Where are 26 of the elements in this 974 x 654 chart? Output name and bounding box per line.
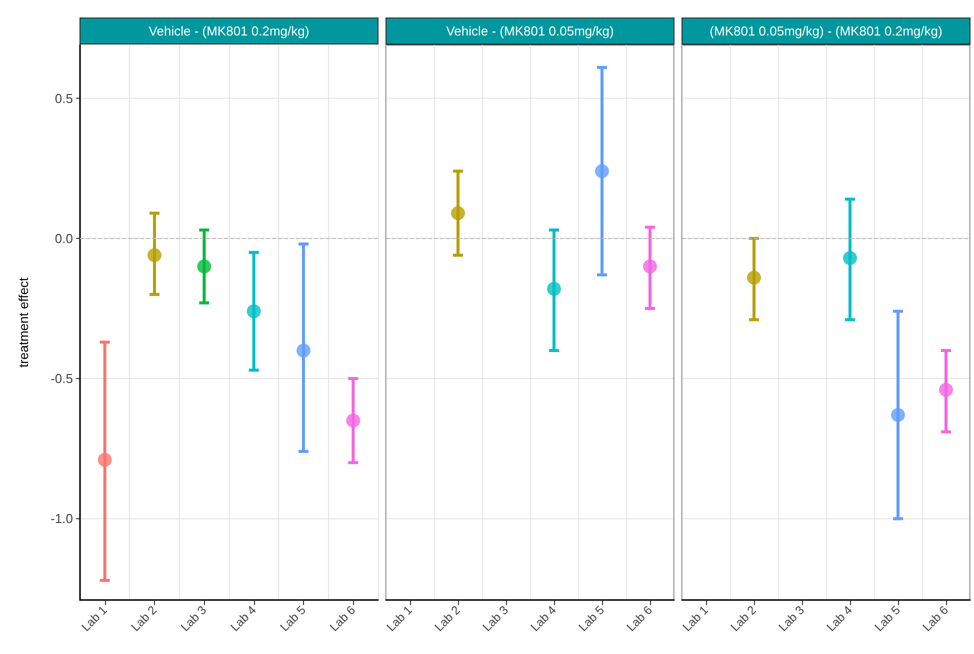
x-tick-label: Lab 5 [872,602,904,634]
x-tick-label: Lab 2 [432,602,464,634]
x-tick-label: Lab 3 [178,602,210,634]
x-tick-label: Lab 1 [680,602,712,634]
y-axis-title: treatment effect [16,277,31,368]
y-tick-label: 0.5 [54,90,73,106]
x-tick-label: Lab 4 [824,602,856,634]
x-tick-label: Lab 3 [776,602,808,634]
x-tick-label: Lab 4 [228,602,260,634]
chart-title: (MK801 0.05mg/kg) - (MK801 0.2mg/kg) [710,24,942,38]
x-tick-label: Lab 2 [728,602,760,634]
y-tick-label: -0.5 [50,371,73,386]
x-tick-label: Lab 1 [384,602,416,634]
x-tick-label: Lab 1 [78,602,110,634]
x-tick-label: Lab 6 [327,602,358,634]
x-tick-label: Lab 3 [480,602,512,634]
chart-title: Vehicle - (MK801 0.05mg/kg) [446,24,614,38]
chart-title: Vehicle - (MK801 0.2mg/kg) [148,24,310,38]
x-tick-label: Lab 5 [277,602,309,634]
x-tick-label: Lab 2 [128,602,160,634]
y-tick-label: -1.0 [50,511,73,526]
x-tick-label: Lab 6 [920,602,952,634]
y-tick-label: 0.0 [54,230,73,246]
x-tick-label: Lab 4 [528,602,560,634]
x-tick-label: Lab 6 [624,602,656,634]
x-tick-label: Lab 5 [576,602,608,634]
